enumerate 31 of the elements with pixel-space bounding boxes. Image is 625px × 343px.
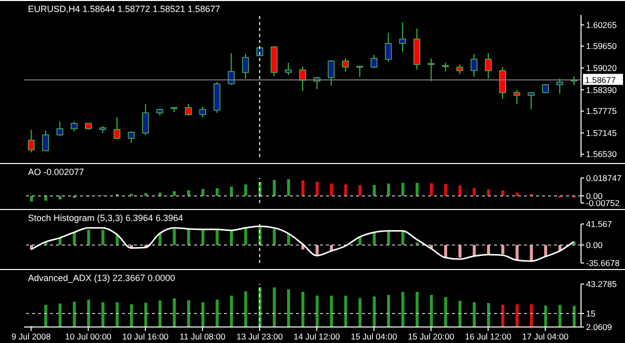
y-tick-label: 1.57145	[586, 128, 617, 138]
x-tick-label: 10 Jul 16:00	[122, 331, 169, 342]
chart-title: EURUSD,H4 1.58644 1.58772 1.58521 1.58677	[28, 4, 220, 14]
x-tick-label: 17 Jul 04:00	[522, 331, 569, 342]
y-tick-label: 1.58390	[586, 84, 617, 95]
y-tick-label: 1.59650	[586, 41, 617, 52]
y-tick-label: 43.2785	[586, 279, 617, 290]
x-tick-label: 9 Jul 2008	[12, 331, 52, 342]
y-tick-label: 1.60265	[586, 20, 617, 30]
chart-title: AO -0.002077	[28, 167, 84, 177]
x-tick-label: 10 Jul 00:00	[65, 331, 112, 342]
y-tick-label: 2.0609	[586, 322, 612, 332]
y-tick-label: 41.567	[586, 219, 612, 230]
x-tick-label: 14 Jul 12:00	[294, 331, 340, 342]
ref-line-label: 1.58677	[585, 74, 616, 85]
y-tick-label: 1.57775	[586, 106, 617, 116]
chart-title: Advanced_ADX (13) 22.3667 0.0000	[28, 273, 176, 283]
y-tick-label: 1.56530	[586, 149, 617, 160]
x-tick-label: 13 Jul 23:00	[236, 331, 284, 342]
chart-title: Stoch Histogram (5,3,3) 6.3964 6.3964	[28, 213, 184, 223]
x-tick-label: 15 Jul 04:00	[350, 331, 398, 342]
y-tick-label: 0.00	[586, 240, 603, 250]
x-tick-label: 16 Jul 12:00	[465, 331, 512, 342]
x-tick-label: 11 Jul 08:00	[180, 331, 226, 342]
y-tick-label: 0.00	[586, 190, 603, 201]
y-tick-label: 1.59020	[586, 63, 617, 74]
y-tick-label: 15	[586, 308, 596, 319]
y-tick-label: 0.018747	[586, 173, 622, 184]
y-tick-label: -35.6678	[586, 258, 620, 268]
y-tick-label: -0.00752	[586, 198, 620, 208]
x-tick-label: 15 Jul 20:00	[408, 331, 454, 342]
